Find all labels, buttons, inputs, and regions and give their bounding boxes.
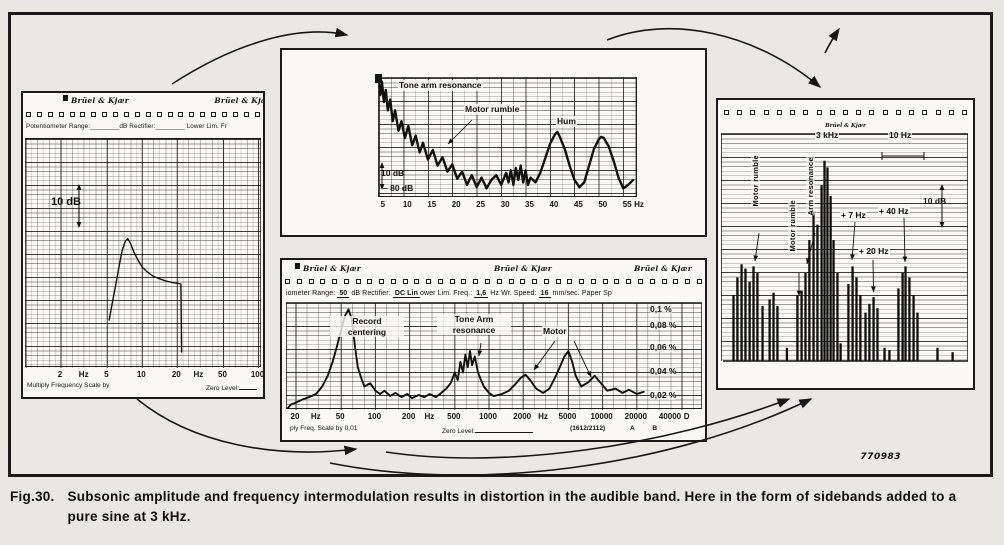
subsonic-response-trace	[26, 139, 260, 368]
brand-logo: Brüel & Kjær	[303, 264, 361, 273]
hum-label: Hum	[556, 116, 577, 127]
chart-grid	[378, 77, 637, 197]
zero-level-line	[239, 382, 257, 390]
record-centering-line2: centering	[347, 326, 387, 337]
carrier-frequency-label: 3 kHz	[815, 130, 840, 141]
brand-logo: Brüel & Kja	[214, 96, 265, 105]
registration-mark	[63, 95, 68, 101]
sideband-plus7-label: + 7 Hz	[840, 210, 867, 221]
percent-axis: 0,1 % 0,08 % 0,06 % 0,04 % 0,02 %	[650, 304, 677, 400]
chart-grid: 10 dB	[25, 138, 261, 368]
brand-logo: Brüel & Kjær	[634, 264, 692, 273]
left-chart-panel: Brüel & Kjær Brüel & Kja Potentiometer R…	[21, 91, 265, 399]
frequency-axis: 5 10 15 20 25 30 35 40 45 50 55 Hz	[380, 200, 644, 209]
bottom-chart-panel: Brüel & Kjær Brüel & Kjær Brüel & Kjær i…	[280, 258, 707, 442]
footer-zero-level: Zero Level:	[442, 425, 533, 435]
motor-rumble-vertical-label: Motor rumble	[751, 155, 760, 207]
brand-logo: Brüel & Kjær	[494, 264, 552, 273]
zero-level-label: Zero Level:	[442, 428, 475, 435]
tone-arm-resonance-label: Tone Arm resonance	[437, 314, 511, 336]
motor-rumble-vertical-label: Motor rumble	[788, 200, 797, 252]
print-code-stamp: 770983	[860, 452, 901, 462]
tone-arm-line2: resonance	[452, 324, 496, 335]
reference-level-label: – 80 dB	[383, 183, 414, 193]
tone-arm-line1: Tone Arm	[454, 314, 494, 324]
sideband-plus20-label: + 20 Hz	[858, 246, 890, 257]
paper-ab-label: A B	[630, 425, 666, 432]
zero-level-label: Zero Level:	[206, 385, 239, 392]
arm-resonance-vertical-label: Arm resonance	[806, 157, 815, 216]
caption-text: Subsonic amplitude and frequency intermo…	[67, 489, 957, 525]
recorder-settings-line: iometer Range: 50 dB Rectifier: DC Lin ow…	[286, 290, 612, 298]
footer-multiply-scale: ply Freq. Scale by 0,01	[290, 425, 358, 432]
tone-arm-resonance-label: Tone arm resonance	[398, 80, 483, 91]
db-scale-label: 10 dB	[51, 196, 81, 208]
chart-grid	[721, 133, 968, 362]
frequency-axis: 2 Hz 5 10 20 Hz 50 100	[57, 370, 265, 379]
record-centering-line1: Record	[352, 316, 382, 326]
instrument-code: (1612/2112)	[570, 425, 606, 432]
paper-sprocket-holes	[26, 110, 260, 118]
figure-caption: Fig.30. Subsonic amplitude and frequency…	[10, 487, 980, 528]
frequency-axis: 20 Hz 50 100 200 Hz 500 1000 2000 Hz 5000 10000 2000…	[290, 412, 690, 421]
paper-sprocket-holes	[285, 277, 702, 285]
recorder-settings-line: Potentiometer Range:________dB Rectifier…	[26, 123, 227, 130]
span-scale-label: 10 Hz	[888, 130, 913, 141]
paper-sprocket-holes	[724, 108, 967, 116]
flutter-spectrum-trace	[287, 303, 694, 410]
sideband-spectrum-trace	[723, 152, 968, 362]
footer-multiply-scale: Multiply Frequency Scale by	[27, 382, 110, 389]
sideband-plus40-label: + 40 Hz	[878, 206, 910, 217]
motor-rumble-label: Motor rumble	[464, 104, 521, 115]
figure-frame: Brüel & Kjær Brüel & Kja Potentiometer R…	[8, 12, 993, 477]
top-chart-panel: Tone arm resonance Motor rumble Hum 10 d…	[280, 48, 707, 237]
right-chart-panel: Brüel & Kjær 3 kHz 10 Hz Motor rumble Mo…	[716, 98, 975, 390]
registration-mark	[295, 263, 300, 269]
motor-label: Motor	[542, 326, 568, 337]
db-scale-label: 10 dB	[381, 168, 405, 178]
rumble-spectrum-trace	[379, 80, 635, 190]
db-scale-label: 10 dB	[923, 196, 947, 206]
figure-number: Fig.30.	[10, 489, 55, 504]
footer-zero-level: Zero Level:	[206, 382, 257, 392]
brand-logo: Brüel & Kjær	[71, 96, 129, 105]
record-centering-label: Record centering	[330, 316, 404, 338]
brand-logo: Brüel & Kjær	[825, 123, 866, 129]
zero-level-line	[475, 425, 533, 433]
